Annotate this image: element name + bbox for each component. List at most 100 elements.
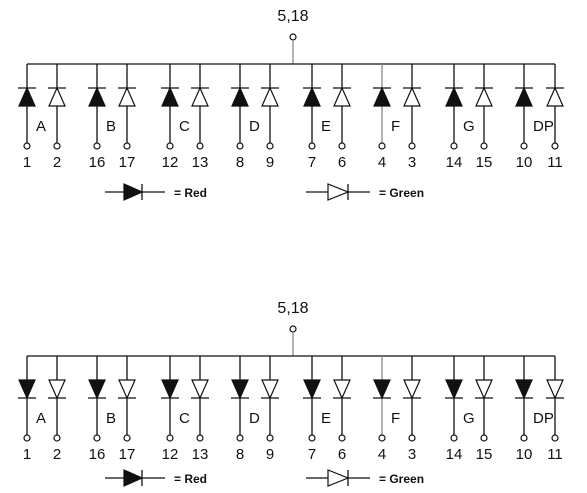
green-diode-symbol [403, 86, 421, 107]
common-terminal-node [289, 33, 297, 41]
green-diode-symbol [403, 379, 421, 400]
segment-label: E [321, 118, 331, 135]
green-diode-symbol [546, 379, 564, 400]
legend-red-label: = Red [174, 472, 207, 486]
segment-group-dp: 10 11 DP [515, 64, 564, 171]
segment-label: A [36, 118, 46, 135]
segment-group-c: 12 13 C [161, 356, 209, 463]
green-pin-node [551, 434, 559, 442]
legend-green-diode-icon [327, 183, 350, 201]
segment-group-d: 8 9 D [231, 356, 279, 463]
red-pin-node [236, 142, 244, 150]
legend-red-diode-icon [123, 183, 144, 201]
red-pin-number: 1 [23, 154, 31, 171]
green-pin-node [196, 142, 204, 150]
red-pin-node [308, 142, 316, 150]
green-pin-node [53, 434, 61, 442]
red-pin-node [236, 434, 244, 442]
green-pin-node [338, 434, 346, 442]
green-pin-node [408, 434, 416, 442]
green-pin-number: 3 [408, 154, 416, 171]
green-pin-node [266, 142, 274, 150]
segment-group-e: 7 6 E [303, 356, 351, 463]
segment-label: E [321, 410, 331, 427]
segment-label: D [249, 118, 260, 135]
red-diode-symbol [515, 379, 533, 400]
red-diode-symbol [303, 379, 321, 400]
segment-group-b: 16 17 B [88, 356, 136, 463]
green-pin-number: 11 [547, 154, 563, 171]
red-pin-number: 14 [446, 446, 463, 463]
legend-red-diode-icon [123, 469, 144, 487]
red-diode-symbol [161, 379, 179, 400]
red-diode-symbol [231, 379, 249, 400]
red-pin-number: 10 [516, 446, 533, 463]
segment-label: C [179, 118, 190, 135]
red-diode-symbol [88, 379, 106, 400]
green-pin-number: 9 [266, 154, 274, 171]
common-pin-label: 5,18 [277, 8, 308, 25]
segment-group-f: 4 3 F [373, 64, 421, 171]
segment-label: DP [533, 410, 554, 427]
red-pin-number: 4 [378, 154, 386, 171]
segment-label: F [391, 410, 400, 427]
red-pin-number: 10 [516, 154, 533, 171]
green-pin-node [408, 142, 416, 150]
segment-group-f: 4 3 F [373, 356, 421, 463]
red-pin-node [378, 434, 386, 442]
red-pin-number: 12 [162, 446, 179, 463]
segment-label: B [106, 410, 116, 427]
red-diode-symbol [18, 379, 36, 400]
red-diode-symbol [231, 86, 249, 107]
segment-label: F [391, 118, 400, 135]
green-pin-number: 11 [547, 446, 563, 463]
green-pin-node [123, 434, 131, 442]
red-pin-number: 8 [236, 446, 244, 463]
red-pin-node [520, 434, 528, 442]
green-diode-symbol [48, 86, 66, 107]
red-pin-number: 7 [308, 446, 316, 463]
green-diode-symbol [261, 86, 279, 107]
segment-group-b: 16 17 B [88, 64, 136, 171]
red-diode-symbol [161, 86, 179, 107]
red-pin-node [23, 434, 31, 442]
segment-label: A [36, 410, 46, 427]
red-pin-node [308, 434, 316, 442]
red-pin-node [166, 434, 174, 442]
green-pin-number: 2 [53, 446, 61, 463]
red-diode-symbol [373, 86, 391, 107]
red-pin-number: 16 [89, 154, 106, 171]
green-pin-number: 3 [408, 446, 416, 463]
red-diode-symbol [445, 379, 463, 400]
green-pin-node [123, 142, 131, 150]
red-pin-node [93, 142, 101, 150]
segment-group-e: 7 6 E [303, 64, 351, 171]
green-pin-number: 13 [192, 154, 209, 171]
red-pin-node [166, 142, 174, 150]
segment-label: C [179, 410, 190, 427]
green-pin-number: 17 [119, 154, 136, 171]
green-pin-number: 6 [338, 154, 346, 171]
red-pin-node [23, 142, 31, 150]
green-diode-symbol [261, 379, 279, 400]
segment-group-a: 1 2 A [18, 356, 66, 463]
red-pin-number: 12 [162, 154, 179, 171]
common-pin-label: 5,18 [277, 300, 308, 317]
red-pin-number: 8 [236, 154, 244, 171]
green-pin-node [480, 434, 488, 442]
red-diode-symbol [88, 86, 106, 107]
green-diode-symbol [118, 86, 136, 107]
red-diode-symbol [445, 86, 463, 107]
red-pin-number: 7 [308, 154, 316, 171]
green-pin-number: 15 [476, 154, 493, 171]
red-pin-number: 14 [446, 154, 463, 171]
green-diode-symbol [333, 86, 351, 107]
segment-label: G [463, 410, 475, 427]
green-pin-node [53, 142, 61, 150]
legend-green-label: = Green [379, 186, 424, 200]
red-pin-node [450, 142, 458, 150]
green-diode-symbol [48, 379, 66, 400]
